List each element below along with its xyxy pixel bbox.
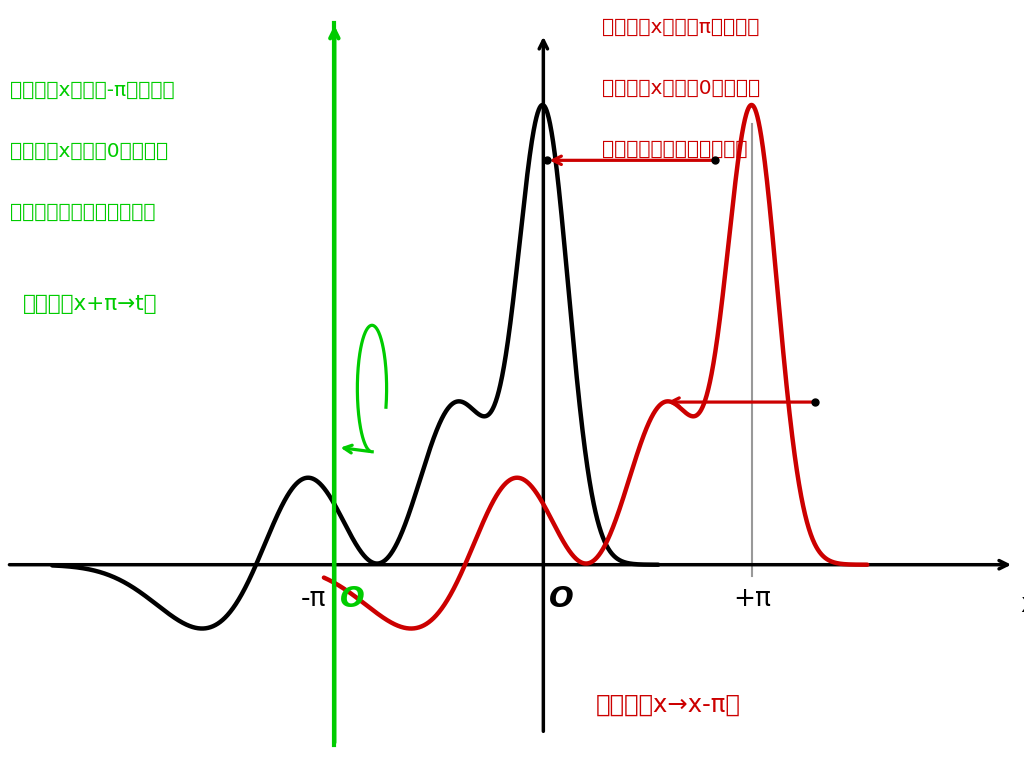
Text: O: O	[340, 584, 365, 613]
Text: +π: +π	[733, 585, 771, 611]
Text: 値と一致するようにする。: 値と一致するようにする。	[10, 203, 156, 222]
Text: x: x	[1021, 592, 1024, 618]
Text: 変化前のx座標が0のときの: 変化前のx座標が0のときの	[602, 78, 760, 98]
Text: -π: -π	[301, 585, 327, 611]
Text: （つまりx+π→t）: （つまりx+π→t）	[24, 294, 158, 314]
Text: 変化前のx座標が-πのとき、: 変化前のx座標が-πのとき、	[10, 81, 175, 100]
Text: O: O	[549, 584, 573, 613]
Text: 変化後のx座標が0のときの: 変化後のx座標が0のときの	[10, 142, 168, 161]
Text: 値と一致するようにする。: 値と一致するようにする。	[602, 140, 748, 158]
Text: 変化後のx座標がπのとき、: 変化後のx座標がπのとき、	[602, 18, 759, 37]
Text: （つまりx→x-π）: （つまりx→x-π）	[596, 693, 740, 717]
